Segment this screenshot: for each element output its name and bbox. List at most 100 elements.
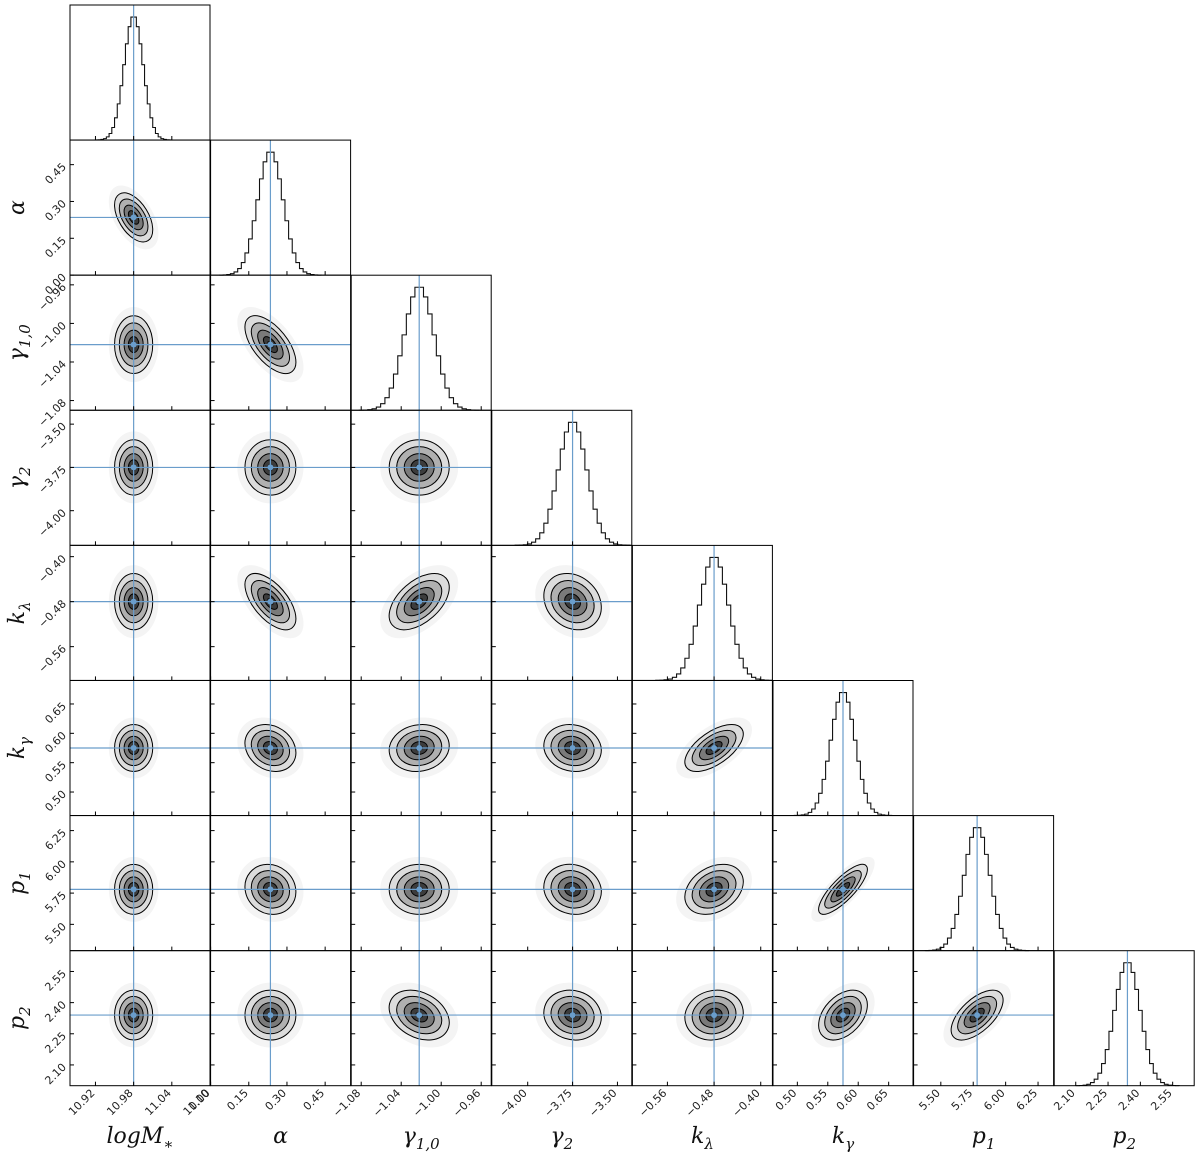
contour	[550, 995, 595, 1035]
truth-point	[267, 1012, 274, 1019]
truth-point	[267, 886, 274, 893]
x-tick-label: 5.75	[949, 1087, 976, 1114]
panel	[491, 680, 633, 816]
axis-label-sub: 1,0	[16, 324, 34, 348]
axis-label: γ2	[5, 466, 34, 489]
contour	[950, 989, 1004, 1041]
x-tick-label: −1.00	[410, 1087, 443, 1120]
contour	[257, 329, 284, 360]
axis-label-sub: γ	[845, 1135, 854, 1153]
contour	[835, 1007, 851, 1023]
y-tick-label: 6.25	[42, 826, 69, 853]
contour	[835, 881, 851, 897]
panel-frame	[210, 950, 352, 1087]
panel-frame	[491, 950, 633, 1087]
y-tick-label: 0.55	[42, 758, 69, 785]
axis-label: γ1,0	[403, 1124, 440, 1153]
contour	[550, 729, 595, 767]
y-tick-label: −0.56	[36, 642, 69, 675]
y-tick-label: 5.50	[42, 920, 69, 947]
contour	[410, 1007, 428, 1023]
contour	[824, 870, 862, 909]
truth-point	[569, 1012, 576, 1019]
contour	[396, 580, 443, 624]
axis-label-sub: λ	[16, 601, 34, 612]
truth-point	[267, 745, 274, 751]
y-tick-label: 2.55	[42, 967, 69, 994]
contour	[691, 995, 737, 1035]
truth-point	[267, 341, 274, 348]
axis-label-sub: 1	[986, 1135, 996, 1153]
contour	[698, 876, 730, 903]
axis-label-sub: λ	[703, 1135, 714, 1153]
contour	[543, 863, 602, 915]
axis-label-main: p	[5, 881, 30, 895]
contour	[257, 735, 284, 761]
axis-label-sub: ∗	[163, 1135, 173, 1153]
axis-label: kλ	[691, 1124, 714, 1153]
x-tick-label: −0.56	[636, 1087, 669, 1120]
contour	[410, 741, 428, 755]
axis-label-main: γ	[5, 347, 30, 361]
x-tick-label: 6.00	[981, 1087, 1008, 1114]
x-tick-label: 0.15	[224, 1087, 251, 1114]
contour	[550, 870, 595, 909]
panel	[210, 815, 352, 952]
contour	[818, 863, 868, 915]
panel	[69, 409, 211, 546]
panel	[350, 409, 492, 546]
panel	[350, 680, 492, 816]
axis-label-main: p	[972, 1124, 986, 1149]
panel-frame	[631, 544, 773, 681]
x-tick-label: 11.04	[142, 1087, 173, 1118]
contour	[830, 1002, 856, 1029]
contour	[388, 573, 450, 631]
axis-label: p2	[5, 1006, 34, 1030]
axis-label: p1	[972, 1124, 996, 1153]
y-tick-label: −1.00	[36, 319, 69, 352]
contour	[830, 876, 856, 903]
contour	[969, 1007, 985, 1023]
axis-label-main: γ	[403, 1124, 417, 1149]
panel	[210, 409, 352, 546]
x-tick-label: −1.08	[330, 1087, 363, 1120]
contour	[691, 729, 737, 767]
contour	[698, 735, 730, 761]
contour	[262, 336, 278, 354]
contour	[262, 741, 278, 755]
axis-label-main: p	[5, 1016, 30, 1030]
panel-frame	[772, 950, 914, 1087]
panel	[69, 950, 211, 1087]
truth-point	[569, 598, 576, 605]
x-tick-label: −1.04	[370, 1087, 403, 1120]
contour	[250, 729, 291, 767]
panel	[69, 544, 211, 681]
truth-point	[711, 745, 718, 751]
contour	[244, 315, 297, 375]
panel	[69, 274, 211, 411]
axis-label-main: k	[5, 611, 30, 624]
truth-point	[711, 1012, 718, 1019]
panel-frame	[210, 139, 352, 276]
panel-frame	[913, 815, 1055, 952]
panel	[491, 815, 633, 952]
y-tick-label: 2.10	[42, 1061, 69, 1088]
x-tick-label: −3.75	[542, 1087, 575, 1120]
panel	[210, 680, 352, 816]
contour	[557, 587, 588, 617]
panel	[69, 4, 211, 141]
x-tick-label: 0.50	[773, 1087, 800, 1114]
y-tick-label: −3.75	[36, 463, 69, 496]
y-tick-label: 5.75	[42, 889, 69, 916]
panel	[350, 274, 492, 411]
panel-frame	[1053, 950, 1195, 1087]
x-tick-label: 2.10	[1051, 1087, 1078, 1114]
contour	[684, 724, 744, 772]
truth-point	[974, 1012, 981, 1019]
truth-point	[416, 745, 423, 751]
axis-label-main: α	[5, 200, 30, 215]
contour	[244, 724, 297, 772]
axis-label-sub: 2	[563, 1135, 574, 1153]
contour	[396, 729, 443, 767]
x-tick-label: 0.45	[301, 1087, 328, 1114]
